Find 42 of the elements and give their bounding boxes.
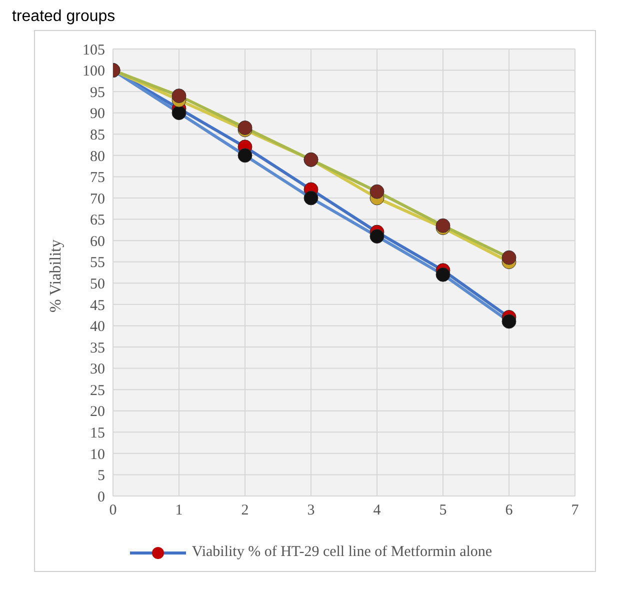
x-tick-label: 0 bbox=[109, 502, 117, 519]
point bbox=[370, 184, 384, 199]
legend-label: Viability % of HT-29 cell line of Metformin alone bbox=[192, 544, 492, 561]
y-tick-label: 65 bbox=[90, 212, 105, 229]
point bbox=[436, 267, 450, 282]
y-tick-label: 40 bbox=[90, 319, 105, 336]
x-tick-label: 5 bbox=[439, 502, 447, 519]
point bbox=[502, 314, 516, 329]
x-tick-label: 6 bbox=[505, 502, 514, 519]
y-tick-label: 70 bbox=[90, 191, 105, 208]
point bbox=[304, 190, 318, 206]
y-tick-label: 95 bbox=[90, 84, 105, 101]
y-tick-label: 35 bbox=[90, 340, 105, 356]
y-tick-label: 25 bbox=[90, 382, 105, 399]
y-tick-label: 60 bbox=[90, 234, 105, 250]
y-tick-label: 90 bbox=[90, 106, 105, 122]
x-tick-label: 1 bbox=[175, 502, 183, 519]
y-tick-label: 20 bbox=[90, 404, 105, 420]
y-axis-title: % Viability bbox=[48, 240, 65, 312]
y-tick-label: 15 bbox=[90, 425, 105, 442]
y-tick-label: 100 bbox=[82, 64, 105, 80]
x-tick-label: 2 bbox=[241, 502, 249, 519]
y-tick-label: 55 bbox=[90, 255, 105, 272]
x-tick-label: 7 bbox=[571, 502, 580, 519]
y-tick-label: 75 bbox=[90, 170, 105, 186]
y-tick-label: 30 bbox=[90, 362, 105, 378]
y-tick-label: 80 bbox=[90, 148, 105, 165]
x-tick-label: 4 bbox=[373, 502, 382, 519]
point bbox=[172, 88, 186, 104]
x-tick-label: 3 bbox=[307, 502, 315, 519]
y-tick-label: 0 bbox=[98, 489, 105, 506]
chart-title: treated groups bbox=[11, 8, 116, 27]
point bbox=[238, 148, 252, 163]
y-tick-label: 50 bbox=[90, 276, 105, 292]
y-tick-label: 85 bbox=[90, 127, 105, 144]
point bbox=[370, 229, 384, 244]
point bbox=[502, 250, 516, 265]
point bbox=[172, 106, 186, 120]
y-tick-label: 10 bbox=[90, 446, 105, 463]
y-tick-label: 105 bbox=[82, 42, 105, 58]
y-tick-label: 45 bbox=[90, 298, 105, 314]
y-tick-label: 5 bbox=[98, 468, 105, 484]
